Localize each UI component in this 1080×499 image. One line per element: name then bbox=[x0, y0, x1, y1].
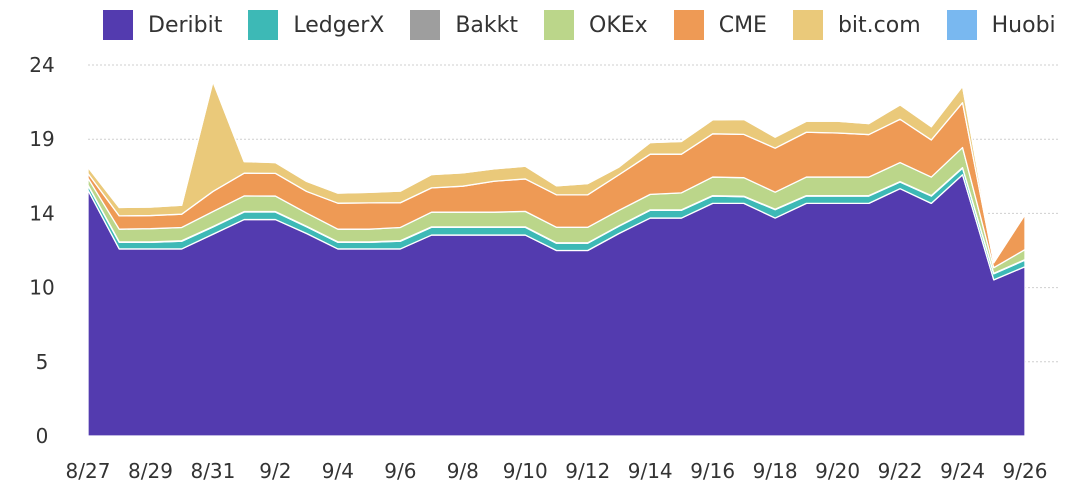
legend-swatch bbox=[248, 10, 279, 40]
x-tick-label: 9/20 bbox=[815, 459, 860, 483]
y-tick-label: 10 bbox=[29, 276, 54, 300]
legend-swatch bbox=[410, 10, 441, 40]
legend-label: CME bbox=[718, 12, 767, 38]
legend-item-bakkt[interactable]: Bakkt bbox=[410, 10, 518, 40]
x-axis-ticks: 8/27 8/29 8/31 9/2 9/4 9/6 9/8 9/10 9/12 9/14 9/16… bbox=[66, 459, 1048, 483]
legend-item-deribit[interactable]: Deribit bbox=[103, 10, 222, 40]
series-areas bbox=[87, 80, 1026, 437]
y-tick-label: 14 bbox=[29, 201, 54, 225]
y-tick-label: 5 bbox=[36, 350, 49, 374]
x-tick-label: 9/16 bbox=[690, 459, 735, 483]
legend-item-huobi[interactable]: Huobi bbox=[946, 10, 1056, 40]
legend-item-ledgerx[interactable]: LedgerX bbox=[248, 10, 384, 40]
legend-swatch bbox=[544, 10, 575, 40]
area-huobi bbox=[87, 80, 1026, 262]
legend-swatch bbox=[103, 10, 133, 40]
x-tick-label: 9/4 bbox=[322, 459, 354, 483]
x-tick-label: 9/14 bbox=[628, 459, 673, 483]
x-tick-label: 9/24 bbox=[940, 459, 985, 483]
chart-legend: Deribit LedgerX Bakkt OKEx CME bit.com Huobi bbox=[103, 8, 1080, 42]
x-tick-label: 9/2 bbox=[259, 459, 291, 483]
y-tick-label: 0 bbox=[36, 424, 49, 448]
x-tick-label: 9/12 bbox=[565, 459, 610, 483]
legend-label: Bakkt bbox=[455, 12, 519, 38]
y-tick-label: 24 bbox=[29, 53, 54, 77]
x-tick-label: 9/8 bbox=[447, 459, 479, 483]
x-tick-label: 8/31 bbox=[190, 459, 235, 483]
legend-swatch bbox=[792, 10, 823, 40]
legend-label: bit.com bbox=[837, 12, 921, 38]
y-axis-ticks: 0 5 10 14 19 24 bbox=[29, 53, 54, 448]
legend-label: Huobi bbox=[991, 12, 1056, 38]
legend-swatch bbox=[946, 10, 977, 40]
legend-label: LedgerX bbox=[293, 12, 385, 38]
legend-label: Deribit bbox=[148, 12, 223, 38]
legend-swatch bbox=[673, 10, 704, 40]
legend-item-cme[interactable]: CME bbox=[673, 10, 767, 40]
x-tick-label: 8/27 bbox=[66, 459, 111, 483]
y-tick-label: 19 bbox=[29, 127, 54, 151]
x-tick-label: 9/10 bbox=[503, 459, 548, 483]
legend-label: OKEx bbox=[589, 12, 648, 38]
x-tick-label: 9/18 bbox=[753, 459, 798, 483]
legend-item-okex[interactable]: OKEx bbox=[544, 10, 648, 40]
x-tick-label: 9/26 bbox=[1003, 459, 1048, 483]
x-tick-label: 9/22 bbox=[878, 459, 923, 483]
x-tick-label: 8/29 bbox=[128, 459, 173, 483]
legend-item-bit-com[interactable]: bit.com bbox=[792, 10, 921, 40]
x-tick-label: 9/6 bbox=[384, 459, 416, 483]
